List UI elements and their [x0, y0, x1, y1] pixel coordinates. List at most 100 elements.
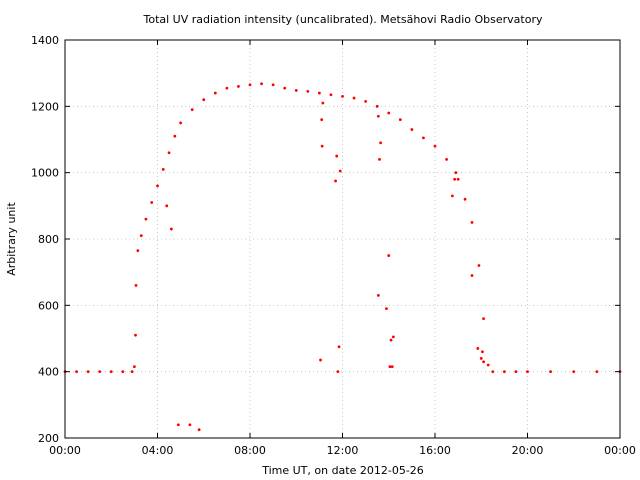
data-point [98, 370, 102, 374]
data-point [477, 264, 481, 267]
data-point [336, 370, 340, 374]
x-axis-label: Time UT, on date 2012-05-26 [261, 464, 424, 477]
data-point [136, 249, 140, 253]
x-tick-label: 00:00 [604, 444, 636, 457]
data-points [63, 82, 622, 432]
data-point [476, 347, 480, 350]
data-point [456, 177, 460, 181]
x-tick-label: 04:00 [142, 444, 174, 457]
data-point [334, 179, 337, 183]
y-tick-label: 400 [38, 366, 59, 379]
data-point [320, 118, 324, 121]
data-point [319, 358, 322, 362]
data-point [376, 114, 380, 118]
data-point [188, 423, 192, 427]
data-point [387, 111, 391, 115]
data-point [121, 370, 125, 374]
x-tick-label: 16:00 [419, 444, 451, 457]
data-point [549, 370, 553, 374]
data-point [410, 128, 414, 131]
grid [65, 40, 620, 438]
data-point [173, 134, 177, 138]
data-point [486, 363, 490, 367]
data-point [306, 90, 310, 93]
data-point [502, 370, 506, 374]
data-point [398, 118, 402, 121]
data-point [338, 169, 342, 173]
data-point [132, 365, 136, 369]
data-point [379, 141, 383, 145]
data-point [387, 254, 391, 257]
data-point [389, 338, 393, 342]
data-point [572, 370, 576, 374]
data-point [376, 293, 380, 297]
data-point [422, 136, 425, 140]
x-tick-label: 20:00 [512, 444, 544, 457]
data-point [337, 345, 341, 349]
y-tick-label: 800 [38, 233, 59, 246]
data-point [75, 370, 78, 374]
data-point [391, 335, 395, 339]
data-point [134, 333, 137, 337]
data-point [294, 89, 298, 92]
data-point [134, 284, 138, 287]
data-point [390, 365, 394, 369]
data-point [225, 86, 229, 90]
data-point [385, 307, 388, 311]
data-point [317, 91, 321, 95]
data-point [450, 194, 454, 198]
data-point [341, 94, 344, 98]
data-point [388, 365, 392, 369]
y-axis-label: Arbitrary unit [5, 202, 18, 276]
data-point [352, 96, 356, 100]
data-point [260, 82, 263, 86]
data-point [454, 171, 458, 175]
data-point [479, 357, 483, 360]
y-tick-label: 1200 [31, 100, 59, 113]
x-tick-label: 12:00 [327, 444, 359, 457]
y-tick-label: 1000 [31, 167, 59, 180]
data-point [109, 370, 113, 374]
x-tick-label: 08:00 [234, 444, 266, 457]
y-tick-label: 200 [38, 432, 59, 445]
data-point [335, 154, 339, 158]
x-tick-label: 00:00 [49, 444, 81, 457]
plot-frame [64, 39, 621, 439]
data-point [482, 317, 485, 320]
data-point [213, 91, 217, 95]
data-point [271, 83, 275, 87]
data-point [156, 184, 159, 188]
data-point [283, 86, 287, 90]
data-point [176, 423, 180, 427]
data-point [375, 104, 379, 108]
y-tick-label: 1400 [31, 34, 59, 47]
data-point [130, 370, 134, 374]
data-point [190, 108, 194, 112]
data-point [445, 158, 448, 161]
data-point [329, 93, 333, 97]
data-point [320, 144, 324, 148]
data-point [169, 227, 173, 231]
data-point [595, 370, 599, 374]
data-point [482, 360, 485, 364]
data-point [481, 350, 484, 354]
data-point [470, 221, 474, 224]
data-point [248, 83, 252, 87]
data-point [150, 201, 154, 204]
data-point [197, 428, 201, 432]
data-point [86, 370, 90, 374]
data-point [144, 217, 148, 221]
data-point [491, 370, 495, 374]
data-point [453, 177, 457, 181]
y-tick-label: 600 [38, 299, 59, 312]
data-point [463, 197, 467, 201]
data-point [321, 101, 325, 105]
data-point [161, 167, 165, 171]
axis-ticks: 00:00 04:00 08:00 12:00 16:00 20:00 00:0020040… [31, 34, 636, 457]
chart-title: Total UV radiation intensity (uncalibrat… [143, 13, 543, 26]
data-point [433, 144, 437, 148]
data-point [378, 158, 381, 161]
data-point [202, 98, 206, 102]
data-point [167, 151, 171, 155]
